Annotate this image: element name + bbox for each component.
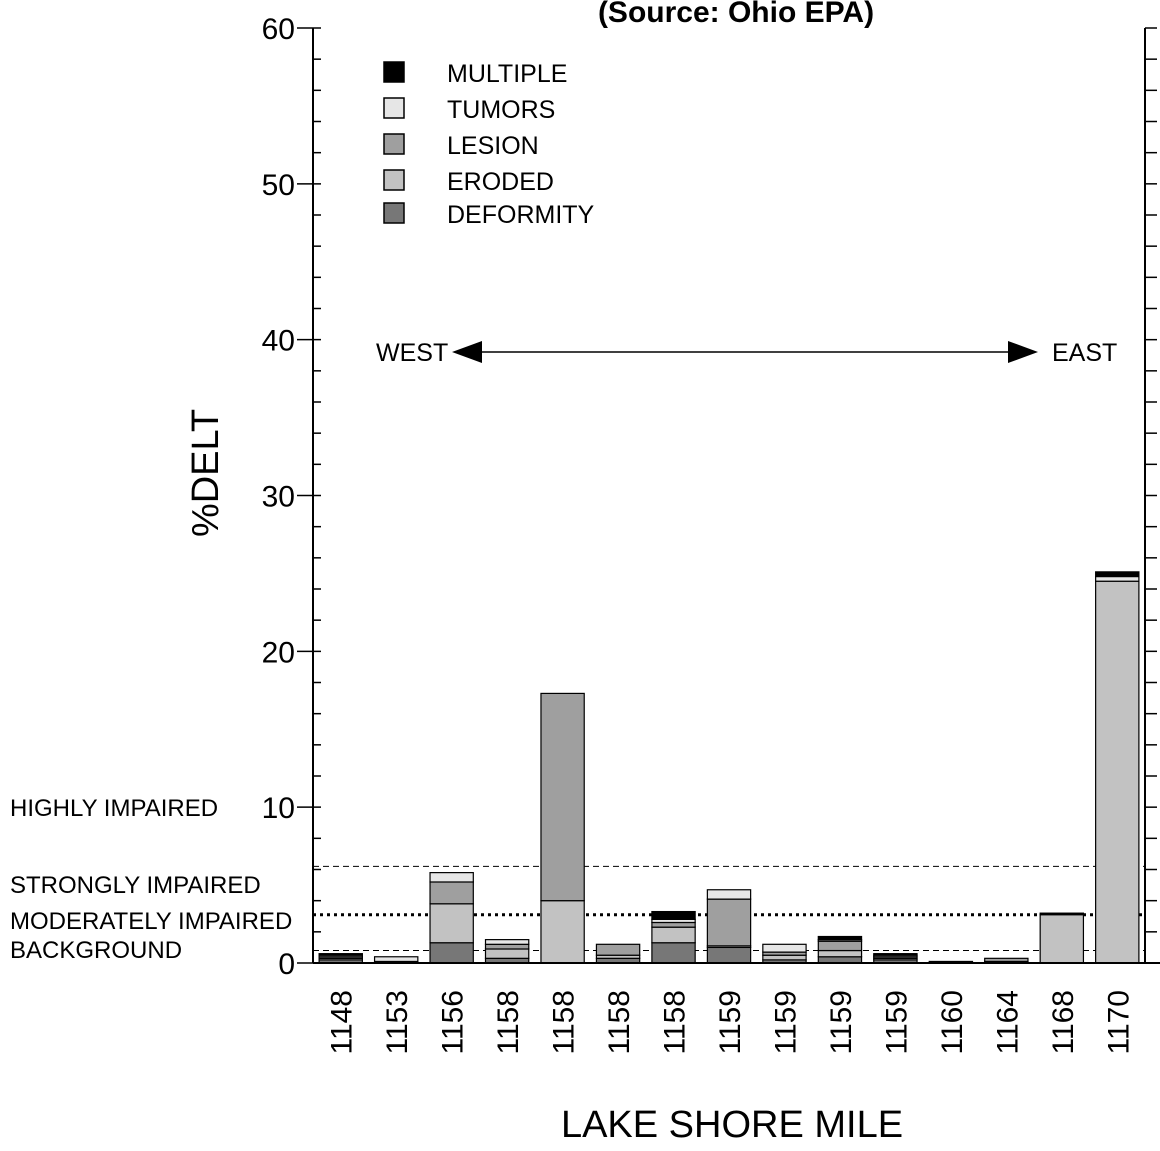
legend-label-deformity: DEFORMITY (447, 201, 595, 229)
bar-segment-lesion-7 (706, 898, 752, 947)
bar-segment-deformity-6 (651, 942, 696, 964)
bar-segment-deformity-7 (706, 946, 752, 964)
bar-stacks (318, 571, 1140, 964)
x-tick-label-8: 1159 (769, 990, 802, 1055)
bar-segment-lesion-2 (429, 881, 474, 905)
legend-swatch-tumors (383, 97, 405, 119)
y-tick-label-20: 20 (262, 636, 295, 669)
x-tick-label-13: 1168 (1047, 990, 1080, 1055)
east-arrowhead (1008, 341, 1038, 363)
direction-indicator: WEST EAST (376, 339, 1117, 367)
bar-segment-eroded-13 (1039, 914, 1085, 964)
legend-swatch-deformity (383, 202, 405, 224)
x-tick-label-4: 1158 (548, 990, 581, 1055)
bar-segment-multiple-14 (1095, 571, 1140, 578)
x-tick-label-3: 1158 (492, 990, 525, 1055)
bar-segment-multiple-6 (651, 910, 696, 920)
bar-segment-multiple-10 (873, 953, 918, 956)
threshold-label-1: STRONGLY IMPAIRED (10, 872, 261, 899)
y-axis-title: %DELT (185, 409, 227, 537)
x-tick-label-0: 1148 (326, 990, 359, 1055)
legend: MULTIPLE TUMORS LESION ERODED DEFORMITY (383, 60, 595, 229)
bar-segment-multiple-9 (817, 935, 863, 941)
bar-segment-deformity-2 (429, 942, 474, 964)
bar-segment-tumors-7 (706, 889, 752, 900)
legend-label-lesion: LESION (447, 132, 539, 160)
bar-segment-eroded-4 (540, 900, 585, 964)
bar-segment-lesion-5 (595, 943, 641, 956)
east-label: EAST (1052, 339, 1117, 367)
bar-segment-tumors-3 (484, 939, 530, 945)
threshold-label-0: HIGHLY IMPAIRED (10, 795, 218, 822)
x-tick-label-7: 1159 (714, 990, 747, 1055)
bar-segment-eroded-2 (429, 903, 474, 944)
y-tick-label-50: 50 (262, 169, 295, 202)
bar-segment-eroded-9 (817, 949, 863, 958)
x-tick-label-1: 1153 (381, 990, 414, 1055)
y-tick-label-60: 60 (262, 13, 295, 46)
west-arrowhead (452, 341, 482, 363)
bar-segment-lesion-12 (984, 957, 1029, 963)
x-tick-label-10: 1159 (880, 990, 913, 1055)
bar-segment-eroded-14 (1095, 580, 1140, 964)
bar-segment-tumors-2 (429, 872, 474, 883)
bar-segment-lesion-4 (540, 692, 585, 902)
x-tick-label-6: 1158 (659, 990, 692, 1055)
bar-segment-eroded-8 (762, 954, 807, 961)
x-tick-label-12: 1164 (991, 990, 1024, 1055)
y-tick-label-10: 10 (262, 792, 295, 825)
bar-segment-tumors-14 (1095, 575, 1140, 582)
bar-segment-lesion-9 (817, 940, 863, 952)
y-tick-label-40: 40 (262, 325, 295, 358)
x-tick-label-9: 1159 (825, 990, 858, 1055)
legend-swatch-multiple (383, 61, 405, 83)
x-tick-label-5: 1158 (603, 990, 636, 1055)
legend-label-eroded: ERODED (447, 168, 554, 196)
legend-swatch-lesion (383, 133, 405, 155)
threshold-label-3: BACKGROUND (10, 937, 182, 964)
west-label: WEST (376, 339, 448, 367)
y-tick-label-0: 0 (278, 948, 295, 981)
x-tick-label-14: 1170 (1102, 990, 1135, 1055)
y-tick-label-30: 30 (262, 481, 295, 514)
bar-segment-lesion-6 (651, 921, 696, 928)
bar-segment-lesion-3 (484, 943, 530, 950)
legend-label-tumors: TUMORS (447, 96, 555, 124)
bar-segment-multiple-13 (1039, 912, 1085, 916)
chart-title: (Source: Ohio EPA) (598, 0, 874, 29)
x-tick-label-2: 1156 (437, 990, 470, 1055)
legend-label-multiple: MULTIPLE (447, 60, 567, 88)
bar-segment-eroded-6 (651, 926, 696, 944)
x-tick-label-11: 1160 (936, 990, 969, 1055)
legend-swatch-eroded (383, 169, 405, 191)
bar-segment-tumors-1 (373, 956, 419, 963)
threshold-label-2: MODERATELY IMPAIRED (10, 908, 292, 935)
bar-segment-eroded-3 (484, 948, 530, 959)
bar-segment-multiple-0 (318, 953, 363, 956)
axes: HIGHLY IMPAIRED STRONGLY IMPAIRED MODERATE… (10, 13, 1160, 1055)
bar-segment-tumors-8 (762, 943, 807, 953)
x-axis-title: LAKE SHORE MILE (561, 1104, 903, 1146)
